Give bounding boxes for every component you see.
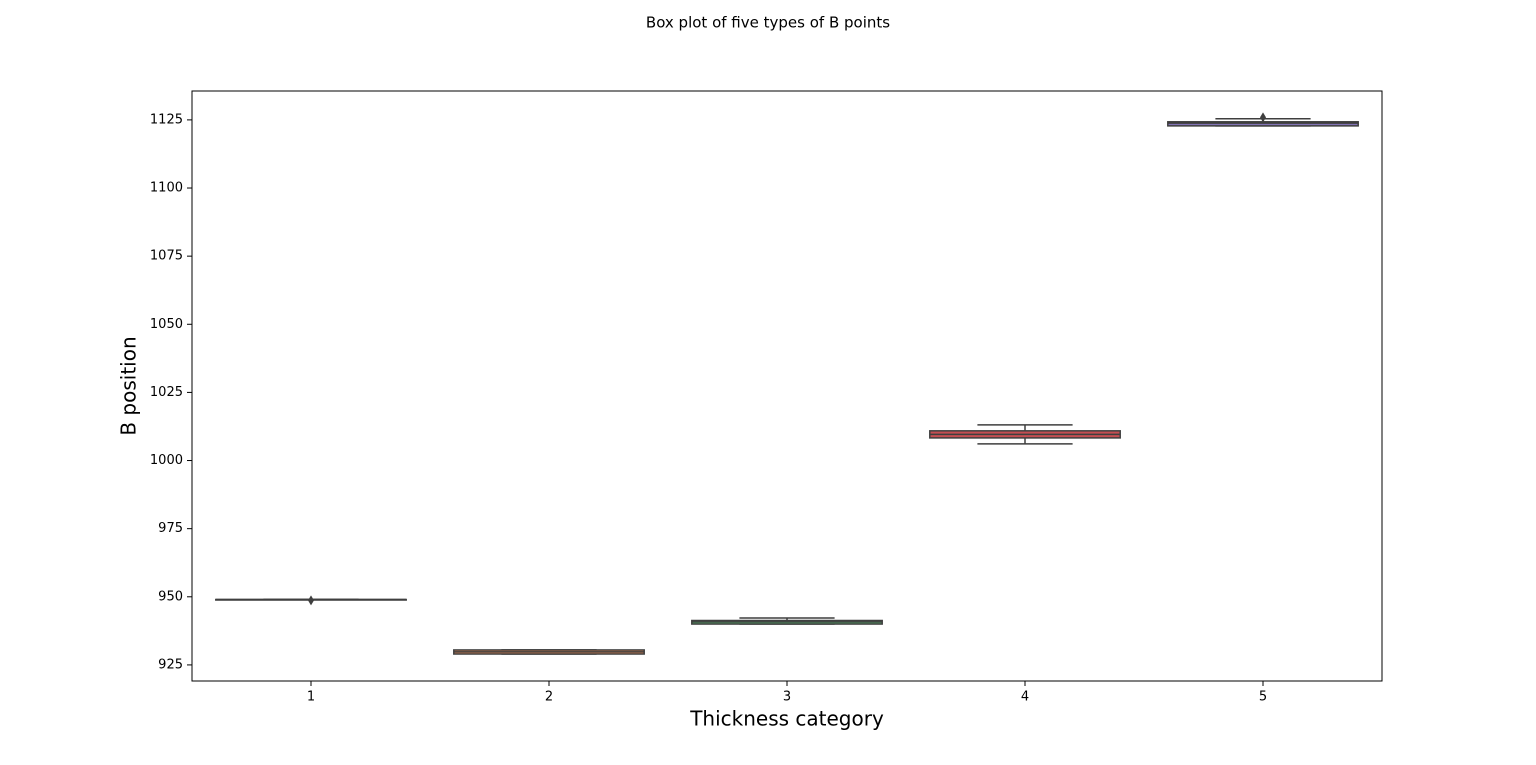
x-tick-label: 3 — [783, 690, 791, 705]
x-tick-label: 4 — [1021, 690, 1029, 705]
y-tick-label: 975 — [158, 521, 183, 536]
y-axis-label: B position — [117, 336, 141, 435]
y-tick-label: 1100 — [150, 181, 183, 196]
y-tick-label: 1025 — [150, 385, 183, 400]
y-tick-label: 925 — [158, 657, 183, 672]
outlier — [1260, 112, 1266, 123]
y-tick-label: 1075 — [150, 249, 183, 264]
x-tick-label: 5 — [1259, 690, 1267, 705]
y-tick-label: 1125 — [150, 112, 183, 127]
outlier — [308, 595, 314, 606]
y-tick-label: 950 — [158, 589, 183, 604]
y-tick-label: 1050 — [150, 317, 183, 332]
x-tick-label: 2 — [545, 690, 553, 705]
x-tick-label: 1 — [307, 690, 315, 705]
y-tick-label: 1000 — [150, 453, 183, 468]
plot-frame — [191, 90, 1383, 682]
chart-title: Box plot of five types of B points — [646, 14, 890, 32]
x-axis-label: Thickness category — [689, 707, 884, 731]
